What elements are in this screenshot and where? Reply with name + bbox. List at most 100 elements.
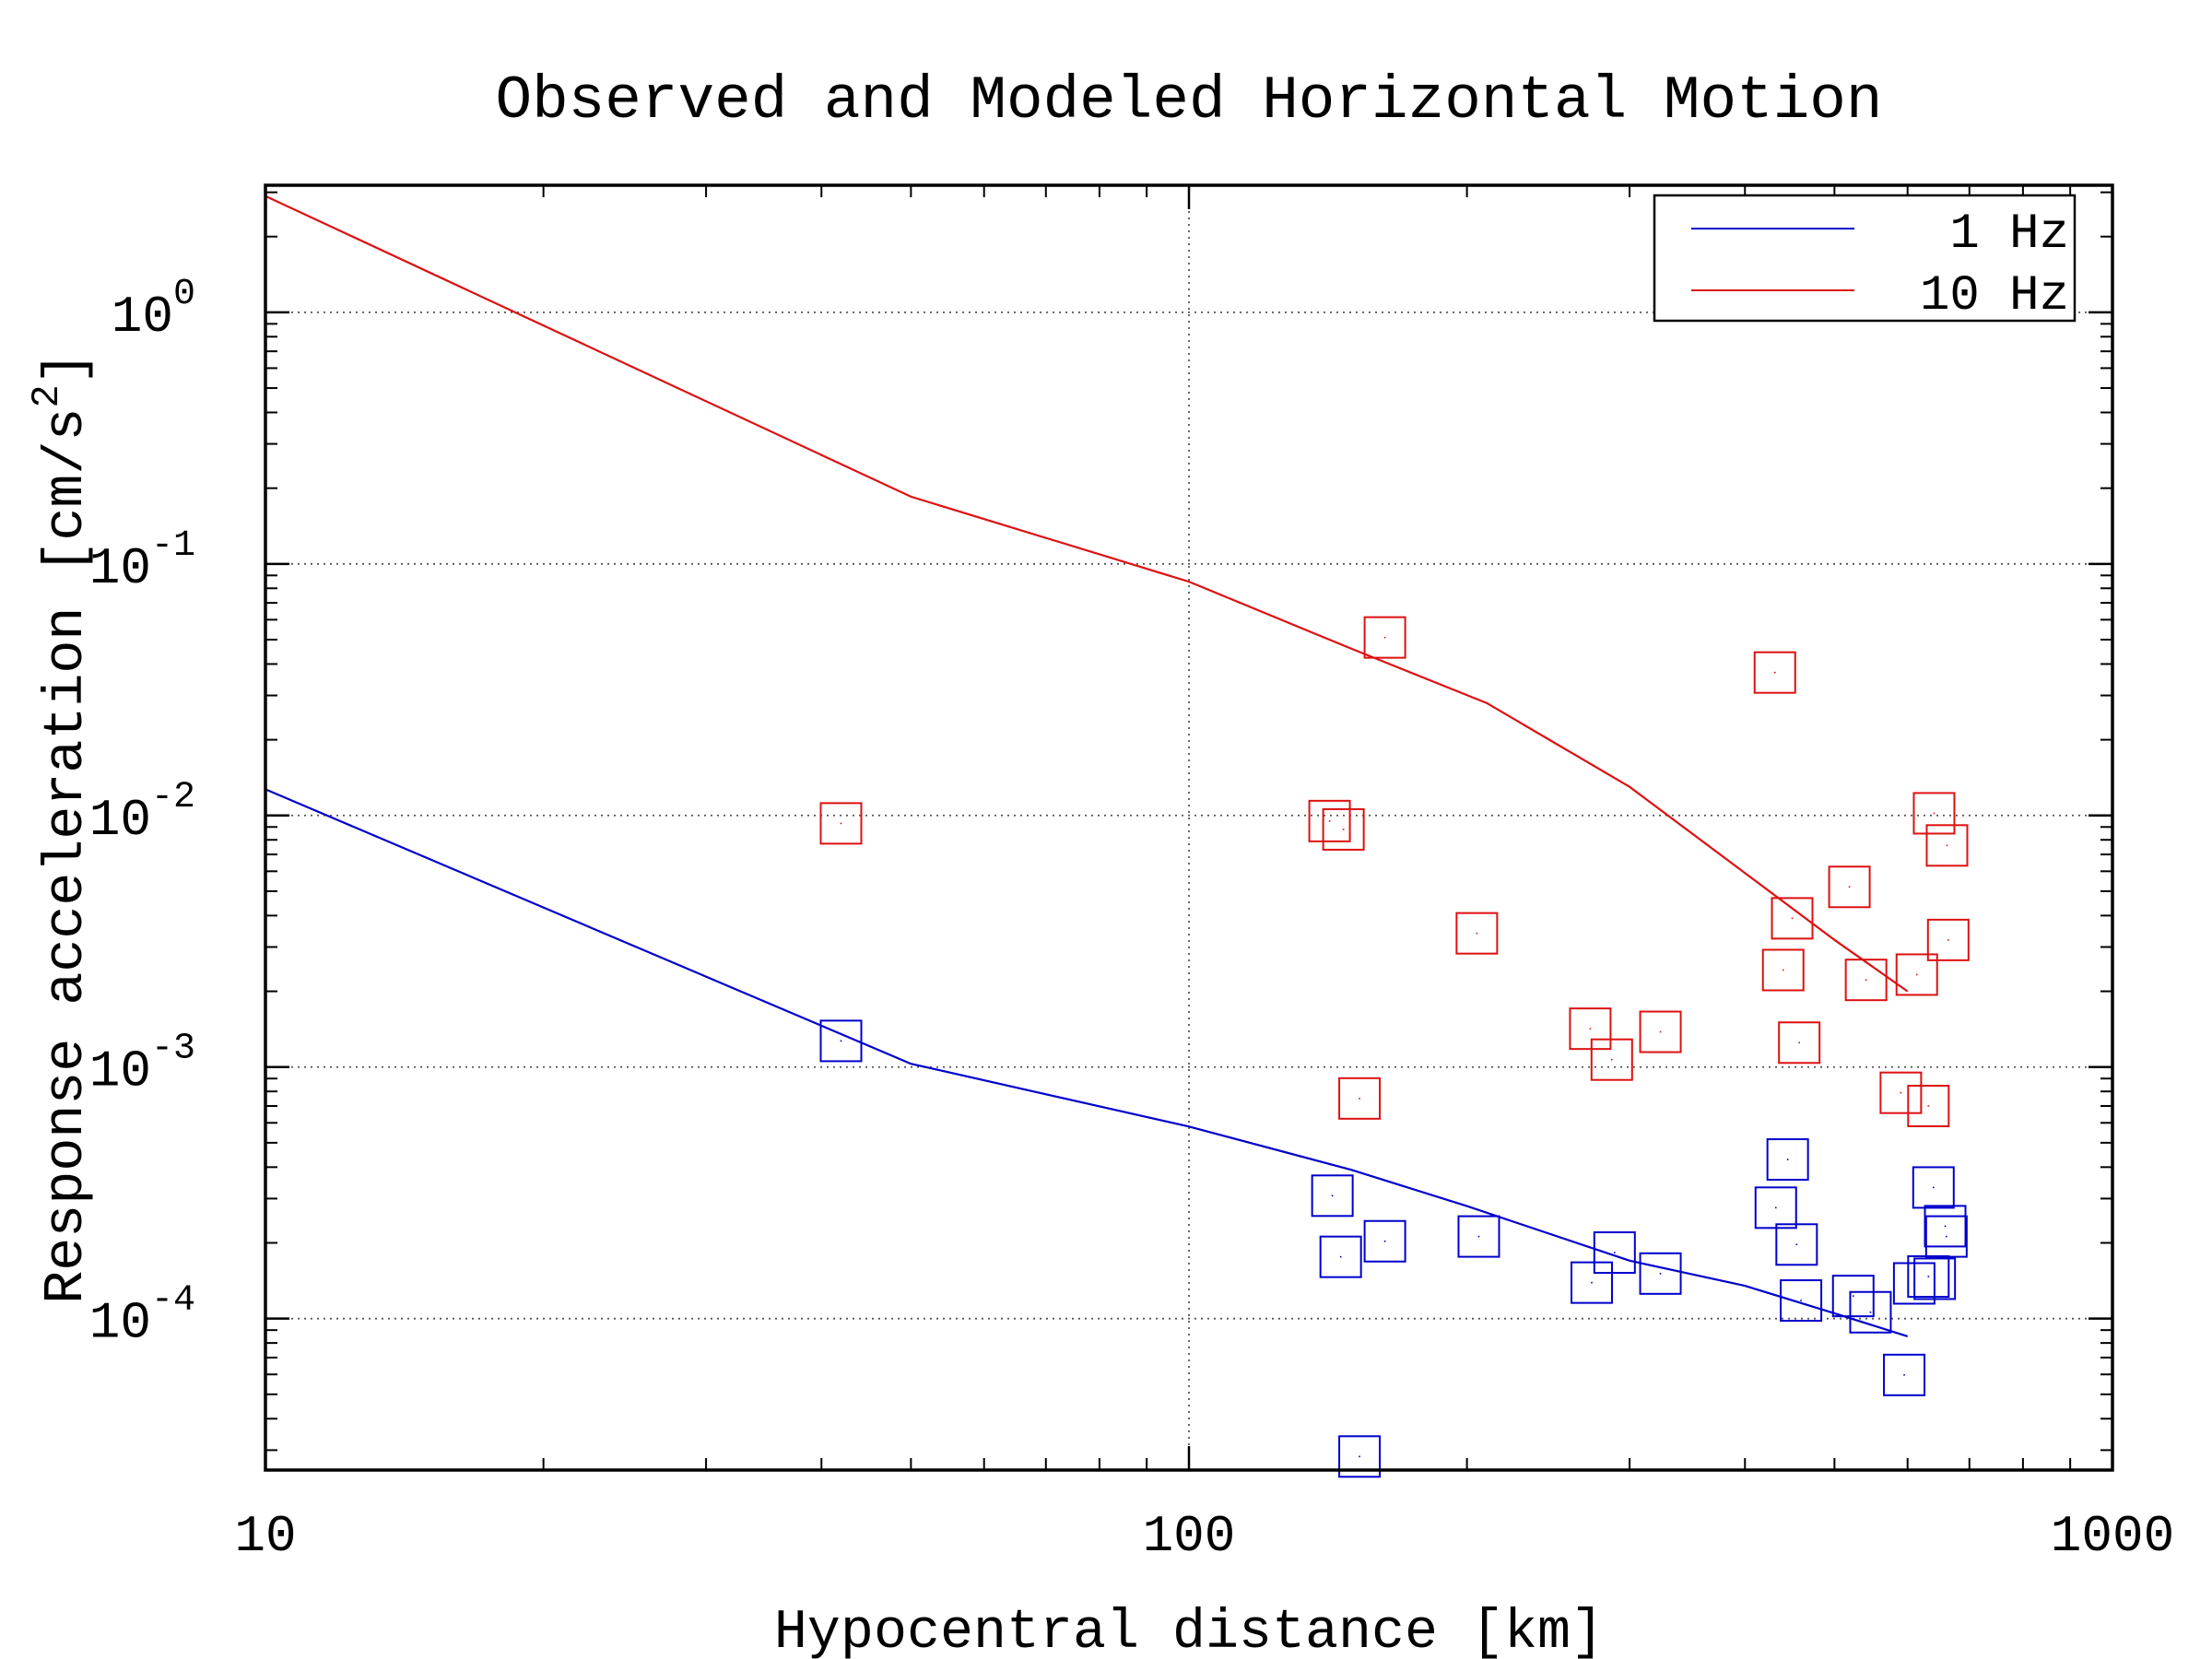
legend-label-1hz: 1 Hz	[1949, 206, 2069, 263]
data-point-1hz	[1311, 1174, 1354, 1218]
data-point-center-10hz	[1659, 1030, 1662, 1033]
data-point-10hz	[1771, 897, 1814, 940]
x-tick-label: 10	[234, 1507, 296, 1566]
data-point-1hz	[1338, 1435, 1382, 1478]
data-point-10hz	[1925, 824, 1969, 867]
data-point-10hz	[819, 802, 863, 845]
data-point-center-10hz	[1791, 917, 1794, 920]
series-line-1hz	[265, 788, 1909, 1337]
data-point-center-1hz	[1614, 1252, 1616, 1253]
data-point-1hz	[1883, 1353, 1926, 1396]
data-point-center-10hz	[1798, 1041, 1800, 1044]
data-point-center-1hz	[1774, 1206, 1777, 1209]
y-tick-base: 10	[89, 1042, 151, 1101]
data-point-10hz	[1844, 959, 1888, 1002]
data-point-1hz	[1593, 1231, 1636, 1275]
data-point-10hz	[1308, 799, 1351, 842]
data-point-10hz	[1363, 616, 1406, 659]
data-point-center-1hz	[1903, 1374, 1905, 1376]
data-point-center-1hz	[1659, 1273, 1662, 1275]
data-point-center-1hz	[1927, 1276, 1930, 1277]
data-point-1hz	[1639, 1252, 1682, 1295]
data-point-10hz	[1338, 1077, 1382, 1120]
legend-box	[1653, 194, 2077, 323]
data-point-center-10hz	[1342, 829, 1345, 830]
y-tick-label: 10-4	[89, 1280, 195, 1353]
data-point-1hz	[1766, 1138, 1809, 1182]
data-point-1hz	[1571, 1261, 1614, 1304]
data-point-10hz	[1569, 1007, 1612, 1051]
data-point-10hz	[1828, 865, 1871, 909]
legend: 1 Hz 10 Hz	[1653, 194, 2077, 324]
data-point-1hz	[1912, 1166, 1955, 1209]
data-point-center-1hz	[1359, 1455, 1360, 1458]
data-point-center-10hz	[1848, 886, 1851, 888]
y-axis-label-end: ]	[36, 351, 99, 384]
data-point-center-10hz	[1383, 636, 1386, 639]
data-point-1hz	[1913, 1257, 1957, 1300]
data-point-center-10hz	[1476, 932, 1478, 935]
grid	[265, 185, 2112, 1470]
x-tick-labels: 10 100 1000	[234, 1507, 2174, 1566]
data-point-center-10hz	[1610, 1058, 1613, 1061]
data-point-center-1hz	[1795, 1243, 1798, 1246]
data-point-center-10hz	[1865, 979, 1867, 981]
x-tick-label: 1000	[2051, 1507, 2174, 1566]
y-tick-exponent: 0	[173, 274, 195, 315]
y-axis-label-main: Response acceleration [cm/s	[36, 408, 99, 1304]
data-point-center-10hz	[1947, 939, 1949, 941]
data-point-center-1hz	[1786, 1159, 1789, 1160]
data-point-center-1hz	[1944, 1225, 1947, 1228]
data-point-center-10hz	[1946, 844, 1948, 847]
y-tick-label: 10-2	[89, 777, 195, 850]
data-point-center-1hz	[1869, 1311, 1872, 1313]
data-point-center-10hz	[840, 822, 842, 825]
data-point-center-10hz	[1927, 1105, 1930, 1107]
data-point-center-1hz	[1339, 1255, 1342, 1258]
data-point-1hz	[1319, 1235, 1362, 1278]
data-point-10hz	[1778, 1021, 1821, 1065]
data-point-1hz	[1831, 1275, 1875, 1318]
data-point-1hz	[819, 1019, 863, 1063]
y-tick-base: 10	[89, 791, 151, 850]
data-point-center-10hz	[1773, 671, 1776, 674]
data-point-center-1hz	[1591, 1281, 1593, 1284]
data-point-center-10hz	[1933, 812, 1936, 815]
y-tick-label: 10-1	[89, 525, 195, 598]
data-point-1hz	[1924, 1205, 1967, 1248]
y-tick-label: 100	[112, 274, 195, 347]
data-point-center-10hz	[1589, 1028, 1592, 1030]
series-line-10hz	[265, 194, 1909, 993]
data-point-10hz	[1907, 1085, 1950, 1128]
data-point-center-1hz	[1331, 1194, 1334, 1197]
axis-ticks	[264, 185, 2114, 1470]
data-point-center-1hz	[1934, 1277, 1936, 1280]
data-point-center-10hz	[1359, 1098, 1360, 1100]
y-tick-base: 10	[112, 288, 173, 347]
x-tick-label: 100	[1143, 1507, 1236, 1566]
data-point-10hz	[1761, 948, 1805, 992]
y-axis-label-sup: 2	[25, 384, 69, 407]
data-point-1hz	[1457, 1215, 1500, 1258]
y-tick-base: 10	[89, 539, 151, 598]
y-tick-label: 10-3	[89, 1029, 195, 1101]
legend-label-10hz: 10 Hz	[1920, 268, 2069, 324]
data-point-center-1hz	[840, 1040, 842, 1042]
data-point-center-10hz	[1900, 1091, 1902, 1094]
data-point-10hz	[1455, 912, 1499, 955]
data-point-10hz	[1639, 1010, 1682, 1053]
series-lines	[265, 194, 1909, 1337]
x-axis-label: Hypocentral distance [km]	[774, 1602, 1604, 1659]
data-point-center-1hz	[1477, 1235, 1480, 1238]
data-point-10hz	[1590, 1038, 1633, 1081]
y-tick-exponent: -4	[151, 1280, 195, 1322]
data-point-10hz	[1926, 918, 1970, 961]
data-point-10hz	[1322, 807, 1365, 851]
data-point-center-10hz	[1915, 973, 1918, 976]
data-point-1hz	[1849, 1290, 1892, 1334]
y-tick-exponent: -1	[151, 525, 195, 567]
data-points	[819, 616, 1970, 1478]
data-point-1hz	[1775, 1223, 1818, 1266]
